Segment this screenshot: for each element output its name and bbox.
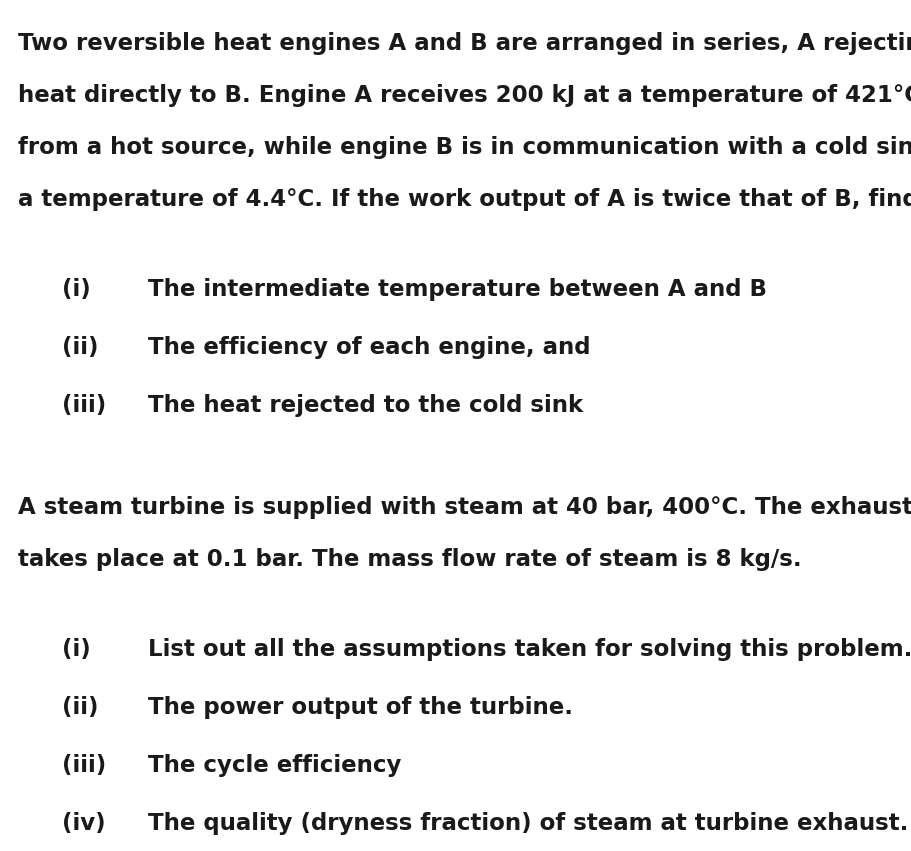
Text: takes place at 0.1 bar. The mass flow rate of steam is 8 kg/s.: takes place at 0.1 bar. The mass flow ra… <box>18 548 802 571</box>
Text: heat directly to B. Engine A receives 200 kJ at a temperature of 421°C: heat directly to B. Engine A receives 20… <box>18 84 911 107</box>
Text: The quality (dryness fraction) of steam at turbine exhaust.: The quality (dryness fraction) of steam … <box>148 812 908 835</box>
Text: A steam turbine is supplied with steam at 40 bar, 400°C. The exhaust: A steam turbine is supplied with steam a… <box>18 496 911 519</box>
Text: (ii): (ii) <box>62 336 98 359</box>
Text: The intermediate temperature between A and B: The intermediate temperature between A a… <box>148 278 767 301</box>
Text: a temperature of 4.4°C. If the work output of A is twice that of B, find:: a temperature of 4.4°C. If the work outp… <box>18 188 911 211</box>
Text: The power output of the turbine.: The power output of the turbine. <box>148 696 573 719</box>
Text: (iii): (iii) <box>62 754 107 777</box>
Text: The efficiency of each engine, and: The efficiency of each engine, and <box>148 336 590 359</box>
Text: (iv): (iv) <box>62 812 106 835</box>
Text: List out all the assumptions taken for solving this problem.: List out all the assumptions taken for s… <box>148 638 911 661</box>
Text: (i): (i) <box>62 638 91 661</box>
Text: from a hot source, while engine B is in communication with a cold sink at: from a hot source, while engine B is in … <box>18 136 911 159</box>
Text: (ii): (ii) <box>62 696 98 719</box>
Text: (iii): (iii) <box>62 394 107 417</box>
Text: The cycle efficiency: The cycle efficiency <box>148 754 402 777</box>
Text: Two reversible heat engines A and B are arranged in series, A rejecting: Two reversible heat engines A and B are … <box>18 32 911 55</box>
Text: (i): (i) <box>62 278 91 301</box>
Text: The heat rejected to the cold sink: The heat rejected to the cold sink <box>148 394 583 417</box>
